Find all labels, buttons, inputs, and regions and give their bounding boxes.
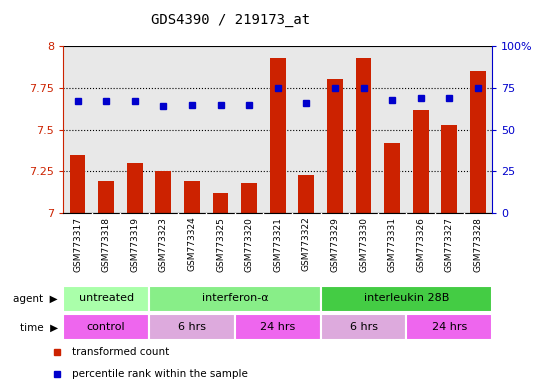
Text: GSM773327: GSM773327	[445, 217, 454, 271]
Bar	[299, 175, 314, 213]
Text: GSM773320: GSM773320	[245, 217, 254, 271]
Bar	[156, 171, 171, 213]
Bar	[321, 314, 406, 340]
Bar	[235, 314, 321, 340]
Bar	[63, 286, 149, 311]
Bar	[184, 181, 200, 213]
Bar	[241, 183, 257, 213]
Text: percentile rank within the sample: percentile rank within the sample	[72, 369, 248, 379]
Bar	[321, 286, 492, 311]
Text: GSM773318: GSM773318	[102, 217, 111, 271]
Bar	[70, 155, 85, 213]
Text: control: control	[87, 322, 125, 332]
Text: GSM773317: GSM773317	[73, 217, 82, 271]
Text: GSM773324: GSM773324	[188, 217, 196, 271]
Bar	[356, 58, 371, 213]
Bar	[149, 286, 321, 311]
Bar	[470, 71, 486, 213]
Bar	[442, 124, 457, 213]
Bar	[384, 143, 400, 213]
Text: GSM773331: GSM773331	[388, 217, 397, 271]
Text: transformed count: transformed count	[72, 347, 169, 357]
Text: agent  ▶: agent ▶	[13, 293, 58, 304]
Text: untreated: untreated	[79, 293, 134, 303]
Text: time  ▶: time ▶	[20, 322, 58, 333]
Bar	[98, 181, 114, 213]
Text: GSM773323: GSM773323	[159, 217, 168, 271]
Bar	[63, 314, 149, 340]
Text: GSM773321: GSM773321	[273, 217, 282, 271]
Text: interferon-α: interferon-α	[201, 293, 268, 303]
Bar	[149, 314, 235, 340]
Text: 6 hrs: 6 hrs	[178, 322, 206, 332]
Bar	[213, 193, 228, 213]
Text: GSM773325: GSM773325	[216, 217, 225, 271]
Bar	[127, 163, 142, 213]
Bar	[327, 79, 343, 213]
Text: GSM773326: GSM773326	[416, 217, 425, 271]
Bar	[406, 314, 492, 340]
Text: GSM773322: GSM773322	[302, 217, 311, 271]
Text: GSM773319: GSM773319	[130, 217, 139, 271]
Text: 24 hrs: 24 hrs	[432, 322, 467, 332]
Text: GSM773329: GSM773329	[331, 217, 339, 271]
Text: 24 hrs: 24 hrs	[260, 322, 295, 332]
Text: interleukin 28B: interleukin 28B	[364, 293, 449, 303]
Text: GSM773330: GSM773330	[359, 217, 368, 271]
Text: GSM773328: GSM773328	[474, 217, 482, 271]
Bar	[413, 109, 428, 213]
Text: 6 hrs: 6 hrs	[350, 322, 377, 332]
Bar	[270, 58, 285, 213]
Text: GDS4390 / 219173_at: GDS4390 / 219173_at	[151, 13, 311, 27]
